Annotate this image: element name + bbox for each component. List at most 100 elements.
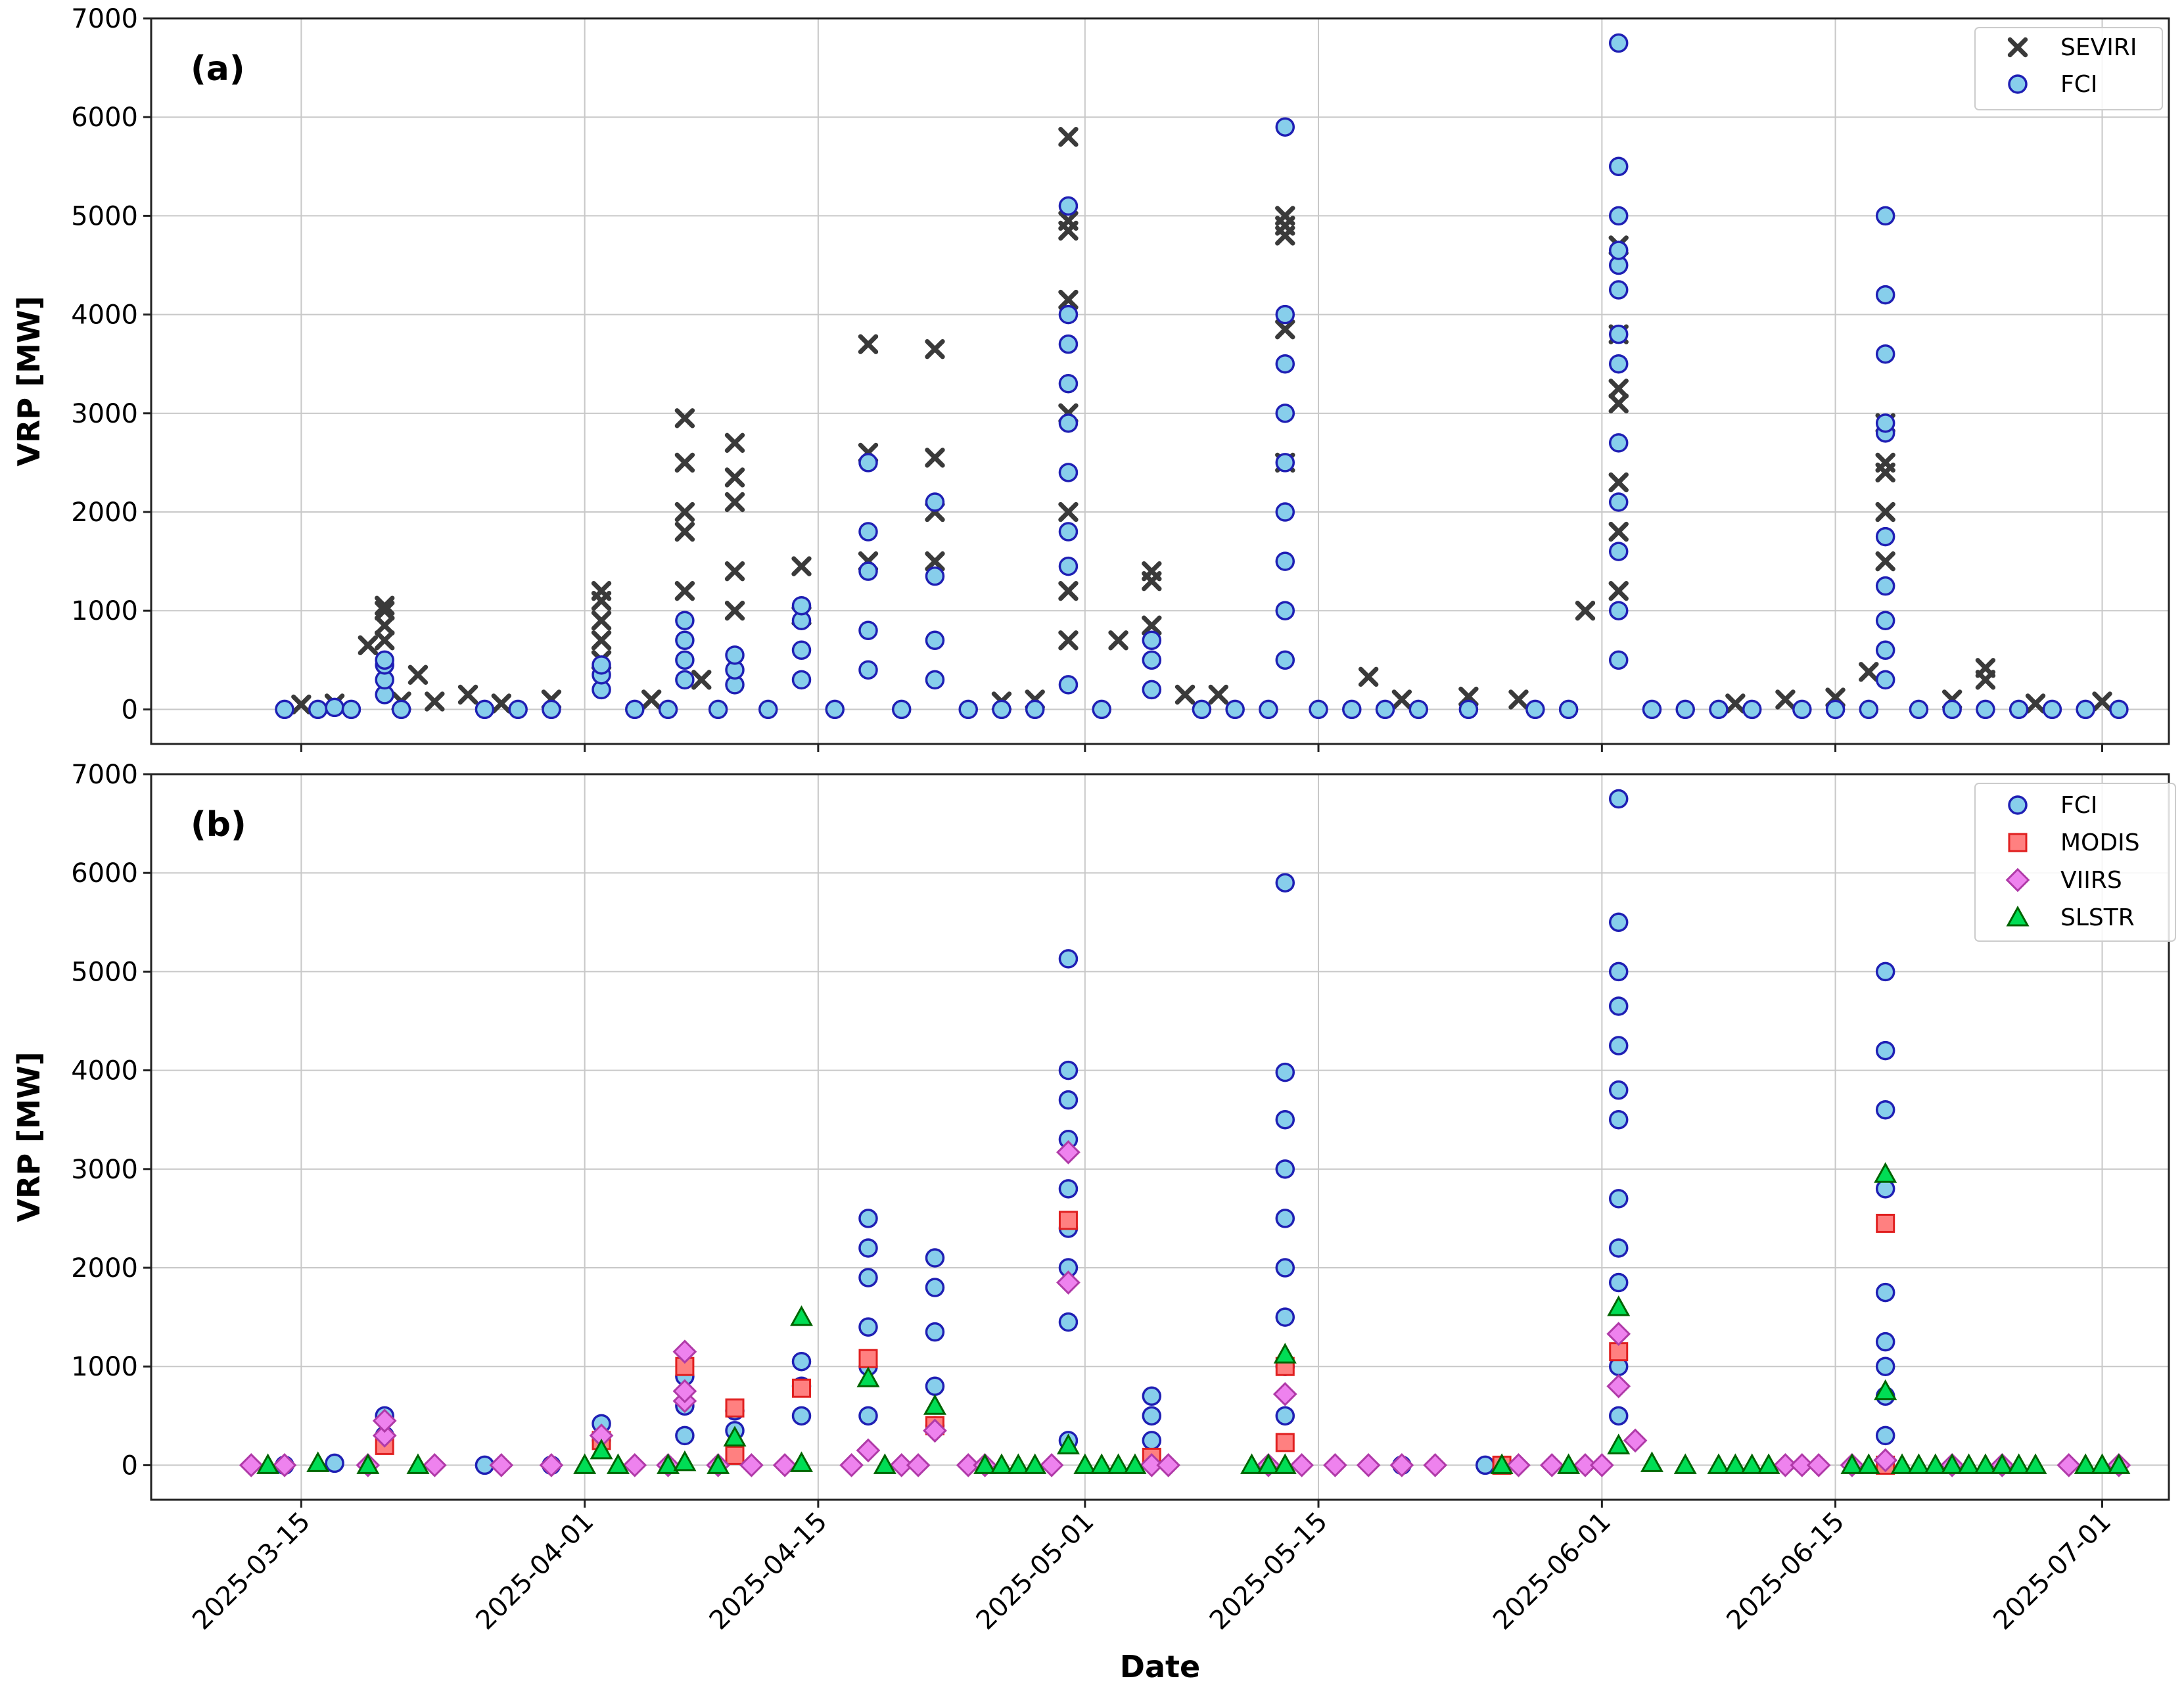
panel-b-slstr-point [790, 1305, 814, 1326]
panel-b-slstr-point [723, 1425, 747, 1447]
panel-b-fci-point [1142, 1431, 1162, 1450]
panel-a-seviri-point [858, 334, 879, 354]
panel-a-seviri-point [674, 408, 695, 429]
panel-b-slstr-point [1006, 1453, 1030, 1474]
panel-a-legend-seviri-symbol [2007, 37, 2028, 58]
panel-b-slstr-point [1240, 1453, 1264, 1474]
panel-b-slstr-point [1757, 1453, 1780, 1474]
panel-b-fci-point [858, 1209, 878, 1228]
panel-a-seviri-point [724, 601, 745, 621]
panel-b-legend: FCI MODIS VIIRS SLSTR [1974, 783, 2176, 942]
panel-b-viirs-point [1423, 1453, 1448, 1477]
panel-a-fci-point [2042, 699, 2062, 720]
panel-a-fci-point [1058, 413, 1079, 433]
panel-a-fci-point [1309, 699, 1328, 720]
panel-b-fci-point [1275, 1406, 1295, 1426]
panel-a-fci-point [1875, 526, 1895, 547]
y-tick-label: 5000 [71, 957, 138, 987]
panel-b-slstr-point [1740, 1453, 1764, 1474]
panel-b-fci-point [1475, 1455, 1495, 1475]
panel-b-slstr-point [1723, 1453, 1747, 1474]
panel-a-seviri-point [1058, 289, 1079, 310]
panel-a-fci-point [1608, 33, 1629, 53]
panel-b-slstr-point [707, 1453, 730, 1474]
panel-a-seviri-point [1142, 570, 1162, 591]
panel-a-seviri-point [1142, 615, 1162, 636]
panel-b-slstr-point [1857, 1453, 1880, 1474]
panel-a-fci-point [1275, 453, 1295, 473]
y-tick-label: 3000 [71, 1155, 138, 1185]
panel-b-fci-point [675, 1425, 695, 1446]
panel-a-fci-point [391, 699, 411, 720]
y-tick-label: 7000 [71, 760, 138, 790]
panel-a-fci-point [592, 655, 611, 675]
panel-b-fci-point [1142, 1386, 1162, 1406]
panel-b-slstr-point [2091, 1453, 2114, 1474]
panel-a-seviri-point [407, 664, 429, 685]
panel-a-fci-point [375, 650, 394, 670]
panel-b-fci-point [325, 1453, 344, 1473]
panel-a-seviri-point [375, 601, 395, 621]
y-tick-label: 6000 [71, 858, 138, 889]
panel-b-viirs-point [739, 1453, 764, 1477]
panel-b-viirs-point [1573, 1453, 1598, 1477]
panel-a-markers [275, 33, 2129, 720]
panel-a-fci-point [858, 522, 878, 542]
panel-a-legend-seviri-marker-icon [2007, 37, 2028, 58]
panel-a-fci-point [1058, 522, 1079, 542]
panel-a-seviri-point [375, 630, 395, 651]
panel-a-fci-point [1608, 354, 1629, 374]
panel-b-viirs-point [1623, 1428, 1648, 1453]
panel-a-fci-point [925, 670, 945, 690]
panel-b-viirs-point [856, 1438, 881, 1463]
panel-b-viirs-point [1806, 1453, 1831, 1477]
panel-a-fci-point [1375, 699, 1395, 720]
panel-b-fci-point [1608, 1272, 1629, 1293]
panel-a-fci-point [1058, 196, 1079, 216]
panel-b-viirs-point [1272, 1381, 1297, 1406]
panel-b-viirs-point [672, 1339, 697, 1364]
panel-b-legend-slstr-symbol [2006, 905, 2030, 927]
y-tick-label: 5000 [71, 201, 138, 231]
panel-b-slstr-point [673, 1450, 697, 1471]
panel-a-fci-point [1608, 206, 1629, 226]
panel-a-seviri-point [1608, 393, 1629, 413]
panel-a-seviri-point [1058, 501, 1079, 522]
panel-b-slstr-point [1607, 1295, 1631, 1316]
panel-a-fci-point [1859, 699, 1879, 720]
panel-b-fci-point [1608, 1406, 1629, 1426]
panel-b-slstr-point [1673, 1453, 1697, 1474]
panel-a-fci-point [325, 697, 344, 718]
panel-a: 0 1000 2000 3000 4000 5000 6000 7000 (a) VRP [M… [11, 4, 2170, 752]
panel-a-fci-point [475, 699, 495, 720]
panel-b-legend-fci-label: FCI [2060, 792, 2097, 819]
panel-b-modis-point [858, 1349, 878, 1368]
panel-a-seviri-point [425, 691, 445, 712]
panel-a-fci-point [891, 699, 912, 720]
panel-a-fci-point [1608, 492, 1629, 512]
panel-a-fci-point [1909, 699, 1929, 720]
panel-a-fci-point [1608, 601, 1629, 620]
panel-b-fci-point [1275, 1209, 1295, 1228]
panel-a-seviri-point [674, 452, 695, 473]
panel-b-viirs-point [1039, 1453, 1064, 1477]
panel-a-ticks: 0 1000 2000 3000 4000 5000 6000 7000 [71, 4, 2104, 752]
panel-a-seviri-point [1208, 684, 1228, 705]
panel-b-fci-point [1608, 912, 1629, 933]
panel-b-fci-point [1275, 1258, 1295, 1278]
panel-a-fci-point [658, 699, 678, 720]
panel-b-slstr-point [1056, 1433, 1080, 1454]
panel-b-viirs-point [1790, 1453, 1815, 1477]
panel-b-slstr-point [1990, 1453, 2014, 1474]
panel-a-seviri-point [1058, 580, 1079, 601]
panel-b-fci-point [925, 1322, 945, 1342]
panel-b-slstr-point [973, 1453, 997, 1474]
panel-a-grid [151, 18, 2169, 744]
panel-a-fci-point [1058, 463, 1079, 482]
panel-a-seviri-point [1058, 630, 1079, 651]
y-tick-label: 3000 [71, 399, 138, 429]
panel-a-fci-point [308, 699, 328, 720]
panel-a-fci-point [1608, 433, 1629, 453]
panel-b-legend-item-modis: MODIS [2008, 829, 2140, 856]
panel-b-viirs-point [1539, 1453, 1564, 1477]
